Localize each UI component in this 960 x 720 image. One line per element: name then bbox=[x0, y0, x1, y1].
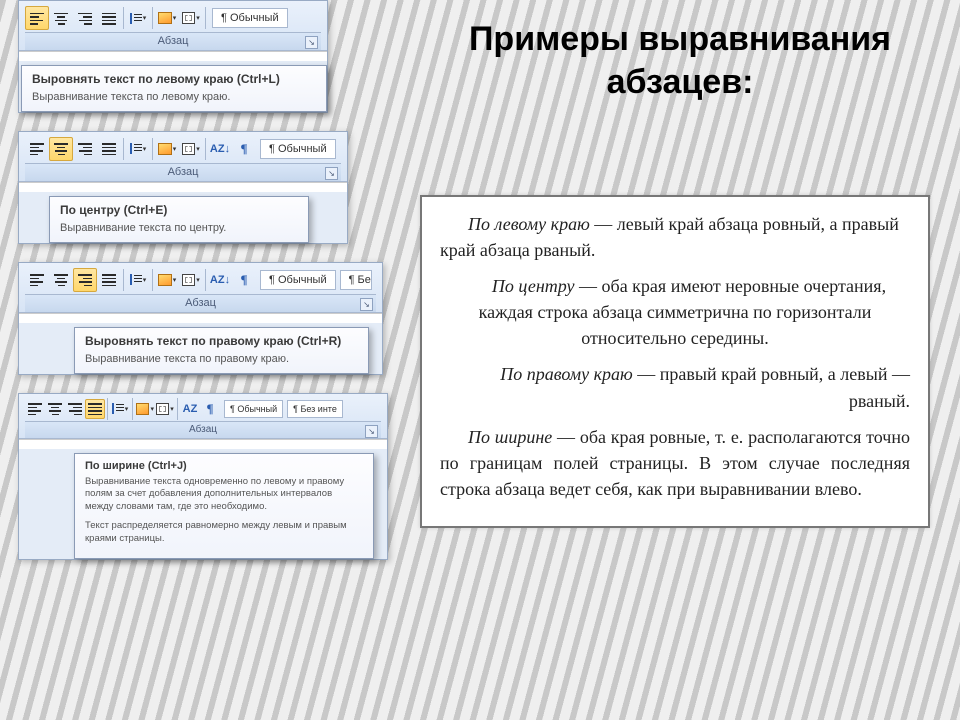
example-left: По левому краю — левый край абзаца ровны… bbox=[440, 211, 910, 263]
style-selector[interactable]: ¶ Обычный bbox=[260, 139, 336, 159]
line-spacing-button[interactable]: ▾ bbox=[126, 6, 150, 30]
tooltip-title: Выровнять текст по левому краю (Ctrl+L) bbox=[32, 72, 316, 86]
separator bbox=[123, 138, 124, 160]
line-spacing-button[interactable]: ▾ bbox=[126, 137, 150, 161]
dialog-launcher-icon[interactable]: ↘ bbox=[360, 298, 373, 311]
show-marks-button[interactable]: ¶ bbox=[200, 399, 220, 419]
separator bbox=[152, 269, 153, 291]
align-left-button[interactable] bbox=[25, 268, 49, 292]
style-selector[interactable]: ¶ Обычный bbox=[260, 270, 336, 290]
align-right-button[interactable] bbox=[73, 268, 97, 292]
borders-button[interactable]: ▾ bbox=[179, 268, 203, 292]
style-selector[interactable]: ¶ Обычный bbox=[224, 400, 283, 418]
borders-button[interactable]: ▾ bbox=[179, 137, 203, 161]
page-title: Примеры выравнивания абзацев: bbox=[430, 18, 930, 103]
align-justify-button[interactable] bbox=[97, 268, 121, 292]
separator bbox=[123, 269, 124, 291]
align-left-button[interactable] bbox=[25, 137, 49, 161]
line-spacing-button[interactable]: ▾ bbox=[126, 268, 150, 292]
tooltip-body: Выравнивание текста по левому краю. bbox=[32, 90, 316, 105]
sort-button[interactable]: AZ↓ bbox=[208, 268, 232, 292]
ribbon-snippet-align-right: ▾ ▾ ▾ AZ↓ ¶ ¶ Обычный ¶ Без инте Абзац ↘… bbox=[18, 262, 383, 375]
align-right-button[interactable] bbox=[73, 6, 97, 30]
separator bbox=[205, 7, 206, 29]
tooltip-body: Выравнивание текста по центру. bbox=[60, 221, 298, 236]
tooltip-body: Выравнивание текста по правому краю. bbox=[85, 352, 358, 367]
separator bbox=[152, 138, 153, 160]
style-selector[interactable]: ¶ Обычный bbox=[212, 8, 288, 28]
ribbon-snippets-column: ▾ ▾ ▾ ¶ Обычный Абзац ↘ Выровнять текст … bbox=[18, 0, 398, 578]
align-right-button[interactable] bbox=[73, 137, 97, 161]
align-justify-button[interactable] bbox=[97, 6, 121, 30]
align-center-button[interactable] bbox=[45, 399, 65, 419]
ribbon-snippet-align-justify: ▾ ▾ ▾ AZ ¶ ¶ Обычный ¶ Без инте Абзац ↘ … bbox=[18, 393, 388, 560]
document-area bbox=[19, 313, 382, 323]
separator bbox=[205, 138, 206, 160]
shading-button[interactable]: ▾ bbox=[155, 137, 179, 161]
ribbon-group-label: Абзац ↘ bbox=[25, 294, 376, 312]
tooltip: Выровнять текст по правому краю (Ctrl+R)… bbox=[74, 327, 369, 374]
document-area bbox=[19, 51, 327, 61]
separator bbox=[152, 7, 153, 29]
separator bbox=[107, 398, 108, 420]
tooltip-title: По центру (Ctrl+E) bbox=[60, 203, 298, 217]
example-right: По правому краю — правый край ровный, а … bbox=[440, 361, 910, 413]
ribbon-group-label: Абзац ↘ bbox=[25, 32, 321, 50]
ribbon-group-label: Абзац ↘ bbox=[25, 163, 341, 181]
ribbon-snippet-align-left: ▾ ▾ ▾ ¶ Обычный Абзац ↘ Выровнять текст … bbox=[18, 0, 328, 113]
style-selector-2[interactable]: ¶ Без инте bbox=[287, 400, 343, 418]
ribbon-group-label: Абзац ↘ bbox=[25, 421, 381, 438]
align-center-button[interactable] bbox=[49, 268, 73, 292]
separator bbox=[177, 398, 178, 420]
tooltip-title: Выровнять текст по правому краю (Ctrl+R) bbox=[85, 334, 358, 348]
style-selector-2[interactable]: ¶ Без инте bbox=[340, 270, 372, 290]
shading-button[interactable]: ▾ bbox=[155, 268, 179, 292]
sort-button[interactable]: AZ bbox=[180, 399, 200, 419]
sort-button[interactable]: AZ↓ bbox=[208, 137, 232, 161]
ribbon: ▾ ▾ ▾ AZ ¶ ¶ Обычный ¶ Без инте Абзац ↘ bbox=[19, 394, 387, 439]
document-area bbox=[19, 439, 387, 449]
align-left-button[interactable] bbox=[25, 399, 45, 419]
dialog-launcher-icon[interactable]: ↘ bbox=[365, 425, 378, 438]
ribbon: ▾ ▾ ▾ AZ↓ ¶ ¶ Обычный ¶ Без инте Абзац ↘ bbox=[19, 263, 382, 313]
borders-button[interactable]: ▾ bbox=[155, 399, 175, 419]
alignment-examples-box: По левому краю — левый край абзаца ровны… bbox=[420, 195, 930, 528]
tooltip-body: Выравнивание текста одновременно по лево… bbox=[85, 476, 363, 546]
dialog-launcher-icon[interactable]: ↘ bbox=[305, 36, 318, 49]
tooltip: Выровнять текст по левому краю (Ctrl+L) … bbox=[21, 65, 327, 112]
show-marks-button[interactable]: ¶ bbox=[232, 137, 256, 161]
shading-button[interactable]: ▾ bbox=[155, 6, 179, 30]
align-left-button[interactable] bbox=[25, 6, 49, 30]
document-area bbox=[19, 182, 347, 192]
shading-button[interactable]: ▾ bbox=[135, 399, 155, 419]
align-right-button[interactable] bbox=[65, 399, 85, 419]
ribbon: ▾ ▾ ▾ ¶ Обычный Абзац ↘ bbox=[19, 1, 327, 51]
dialog-launcher-icon[interactable]: ↘ bbox=[325, 167, 338, 180]
tooltip: По ширине (Ctrl+J) Выравнивание текста о… bbox=[74, 453, 374, 559]
separator bbox=[205, 269, 206, 291]
ribbon: ▾ ▾ ▾ AZ↓ ¶ ¶ Обычный Абзац ↘ bbox=[19, 132, 347, 182]
tooltip: По центру (Ctrl+E) Выравнивание текста п… bbox=[49, 196, 309, 243]
ribbon-snippet-align-center: ▾ ▾ ▾ AZ↓ ¶ ¶ Обычный Абзац ↘ По центру … bbox=[18, 131, 348, 244]
line-spacing-button[interactable]: ▾ bbox=[110, 399, 130, 419]
align-center-button[interactable] bbox=[49, 6, 73, 30]
example-center: По центру — оба края имеют неровные очер… bbox=[440, 273, 910, 351]
separator bbox=[123, 7, 124, 29]
example-justify: По ширине — оба края ровные, т. е. распо… bbox=[440, 424, 910, 502]
borders-button[interactable]: ▾ bbox=[179, 6, 203, 30]
align-center-button[interactable] bbox=[49, 137, 73, 161]
separator bbox=[132, 398, 133, 420]
align-justify-button[interactable] bbox=[85, 399, 105, 419]
align-justify-button[interactable] bbox=[97, 137, 121, 161]
show-marks-button[interactable]: ¶ bbox=[232, 268, 256, 292]
tooltip-title: По ширине (Ctrl+J) bbox=[85, 460, 363, 472]
